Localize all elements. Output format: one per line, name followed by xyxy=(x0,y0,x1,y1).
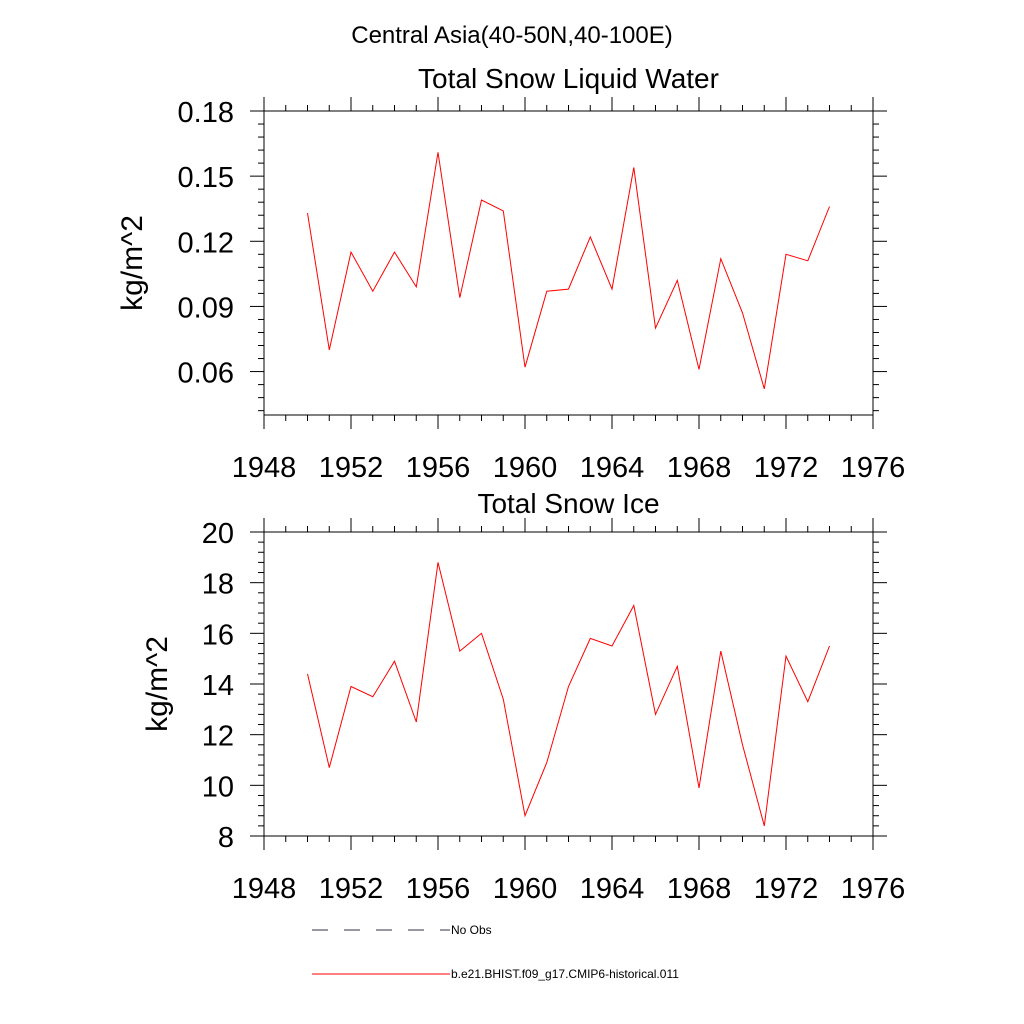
plot-frame xyxy=(263,531,874,837)
y-axis-label: kg/m^2 xyxy=(116,215,149,311)
y-tick-label: 18 xyxy=(202,569,234,601)
y-tick-label: 20 xyxy=(202,518,234,550)
plot-frame xyxy=(263,110,874,416)
legend: No Obs b.e21.BHIST.f09_g17.CMIP6-historic… xyxy=(312,923,679,981)
x-tick-label: 1948 xyxy=(232,873,297,905)
x-tick-label: 1952 xyxy=(319,873,384,905)
x-tick-label: 1956 xyxy=(406,873,471,905)
legend-label-1: No Obs xyxy=(451,923,492,937)
x-tick-label: 1976 xyxy=(841,452,906,484)
y-tick-label: 10 xyxy=(202,771,234,803)
panel-title: Total Snow Ice xyxy=(477,488,659,519)
y-tick-label: 16 xyxy=(202,619,234,651)
x-tick-label: 1964 xyxy=(580,452,645,484)
series-line xyxy=(307,152,830,390)
x-tick-label: 1948 xyxy=(232,452,297,484)
panel-title: Total Snow Liquid Water xyxy=(418,63,719,94)
y-tick-label: 0.09 xyxy=(178,292,234,324)
y-tick-label: 8 xyxy=(218,822,234,854)
series-line xyxy=(307,562,830,827)
y-tick-label: 0.12 xyxy=(178,227,234,259)
y-tick-label: 14 xyxy=(202,670,234,702)
x-tick-label: 1956 xyxy=(406,452,471,484)
x-tick-label: 1960 xyxy=(493,452,558,484)
y-tick-label: 0.06 xyxy=(178,358,234,390)
x-tick-label: 1972 xyxy=(754,452,819,484)
chart-panel-2: Total Snow Ice kg/m^2 1948 1952 1956 1960 1964… xyxy=(141,488,905,905)
x-tick-label: 1964 xyxy=(580,873,645,905)
main-title: Central Asia(40-50N,40-100E) xyxy=(351,22,673,49)
x-tick-label: 1968 xyxy=(667,452,732,484)
x-tick-label: 1960 xyxy=(493,873,558,905)
panels: Total Snow Liquid Water kg/m^2 1948 1952 195… xyxy=(116,63,905,905)
x-tick-label: 1968 xyxy=(667,873,732,905)
y-tick-label: 12 xyxy=(202,721,234,753)
x-tick-label: 1976 xyxy=(841,873,906,905)
y-tick-label: 0.15 xyxy=(178,162,234,194)
y-axis-label: kg/m^2 xyxy=(141,636,174,732)
x-tick-label: 1972 xyxy=(754,873,819,905)
x-tick-label: 1952 xyxy=(319,452,384,484)
chart-panel-1: Total Snow Liquid Water kg/m^2 1948 1952 195… xyxy=(116,63,905,484)
legend-label-2: b.e21.BHIST.f09_g17.CMIP6-historical.011 xyxy=(451,967,679,981)
y-tick-label: 0.18 xyxy=(178,97,234,129)
